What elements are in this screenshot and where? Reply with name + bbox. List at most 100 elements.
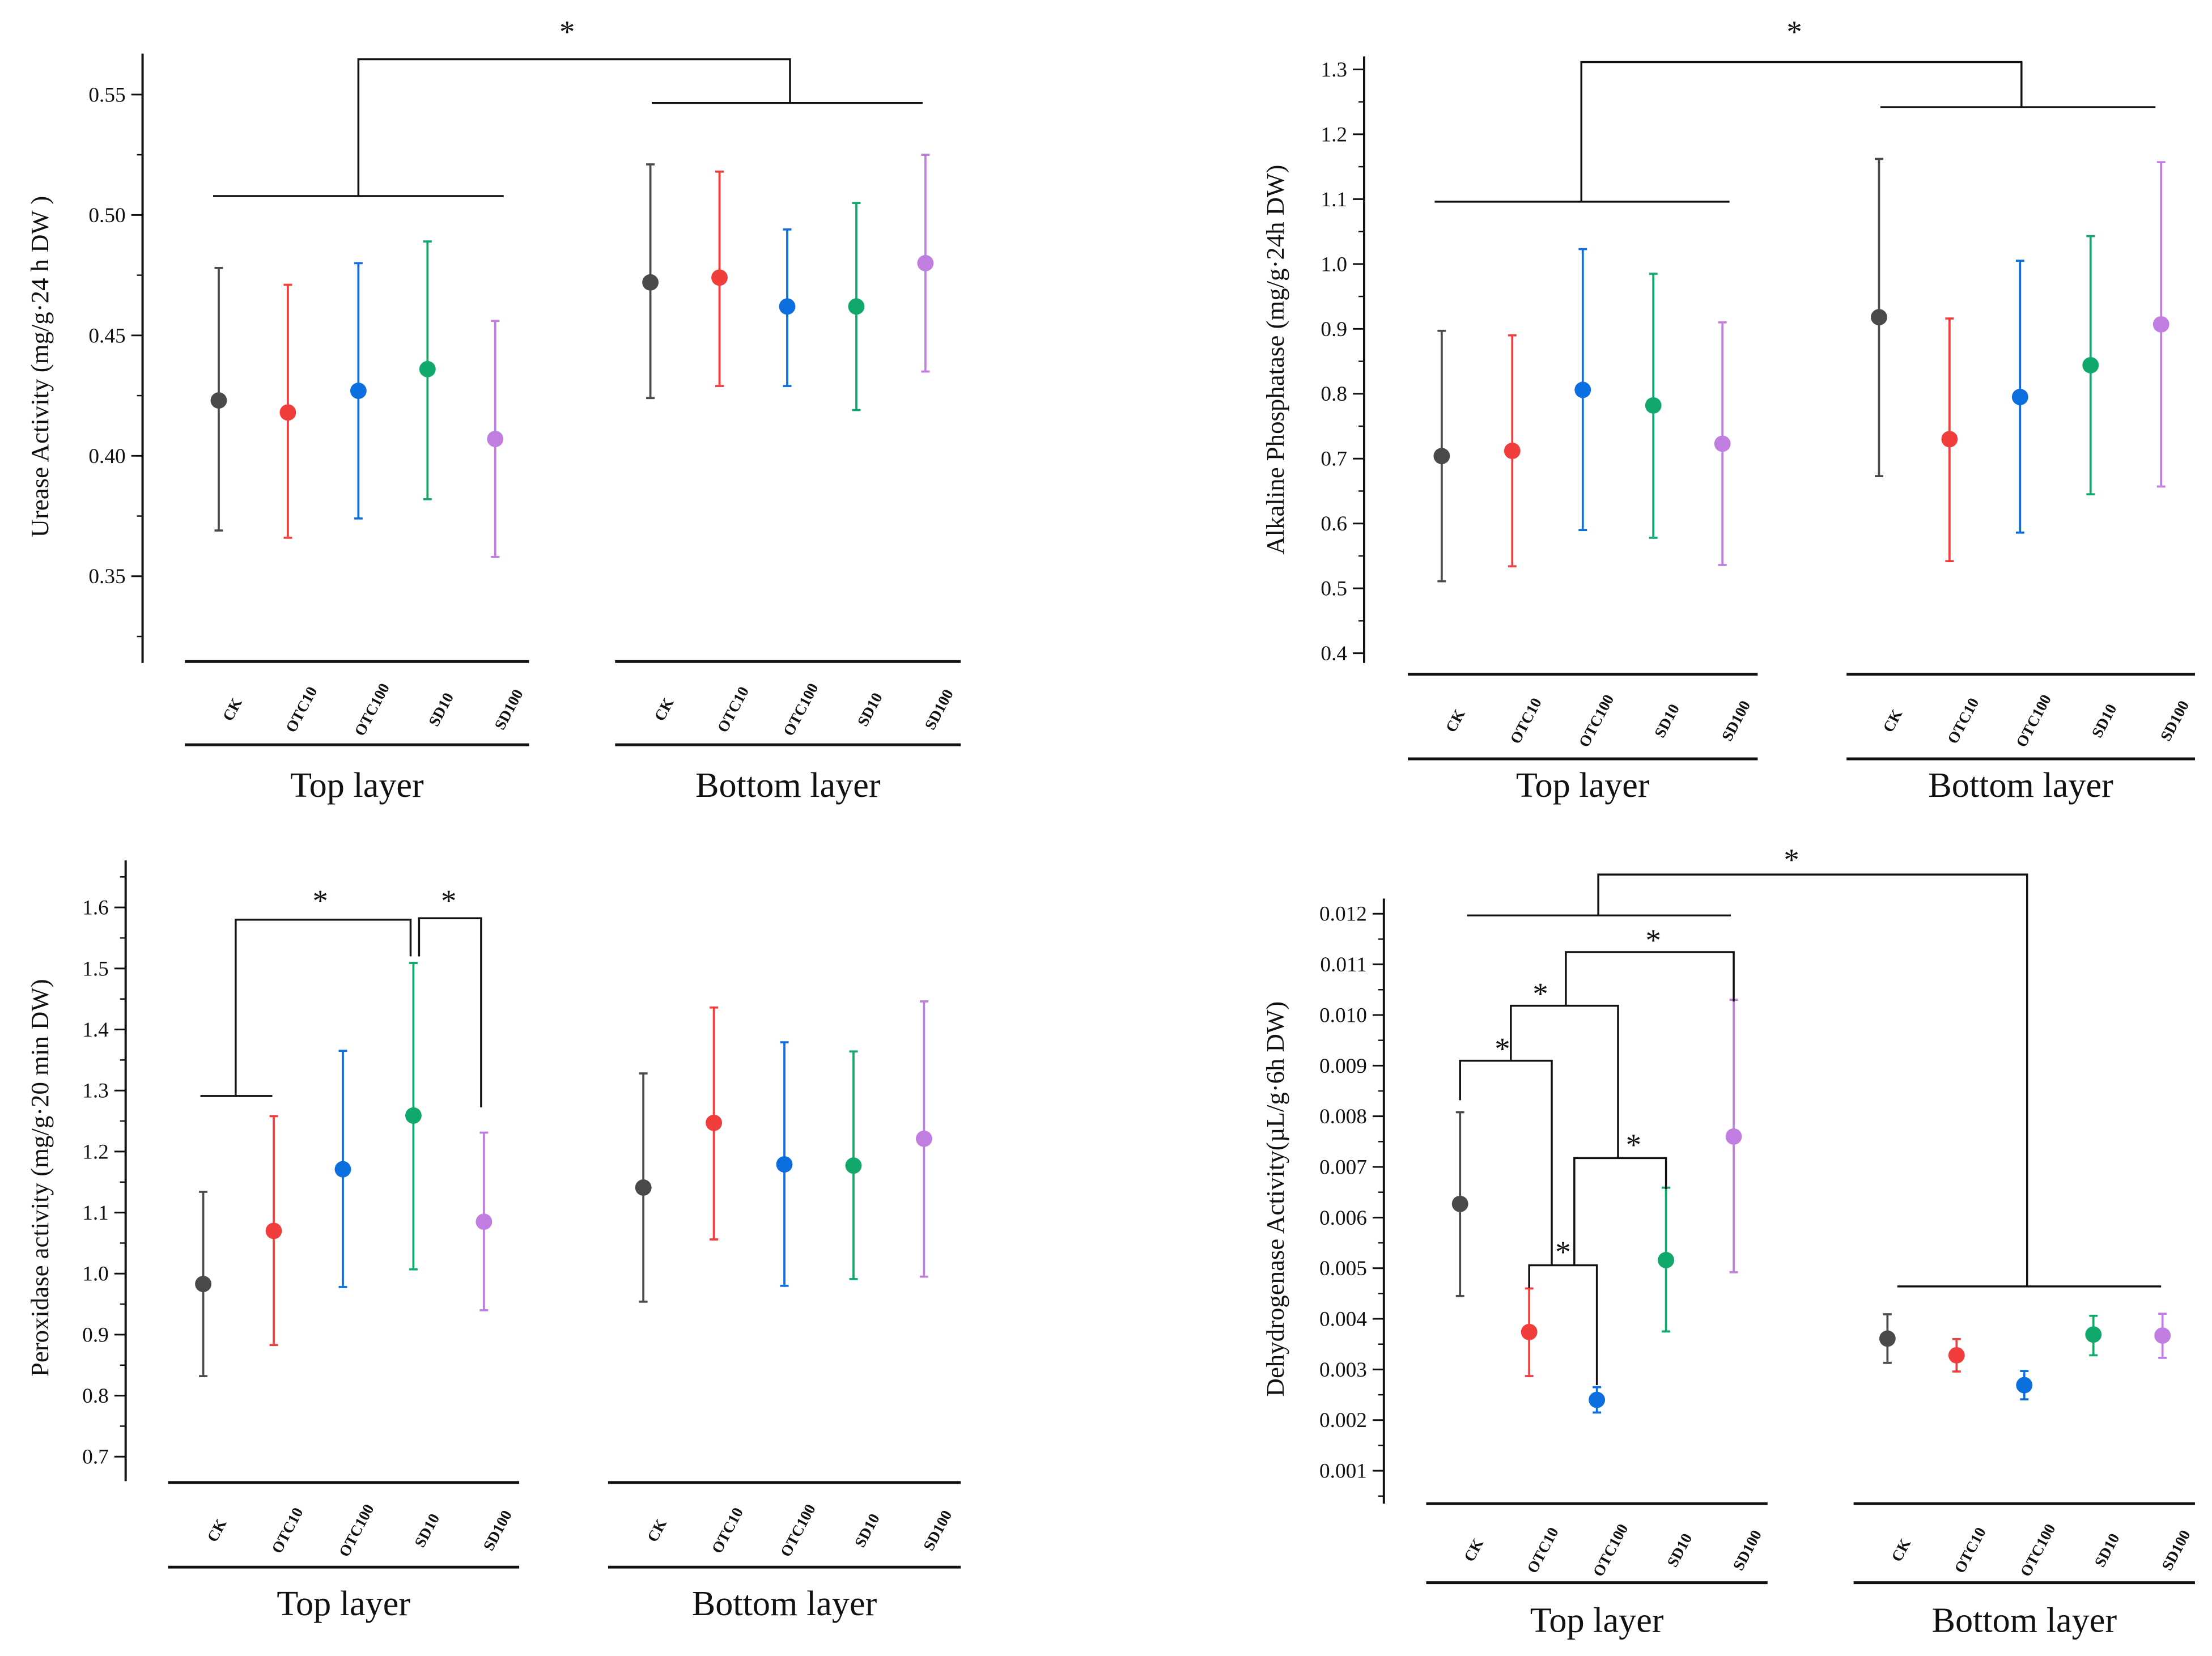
x-tick-label-otc10: OTC10 — [1951, 1525, 1989, 1576]
y-tick-label: 0.010 — [1319, 1004, 1367, 1027]
x-tick-label-ck: CK — [219, 695, 245, 724]
significance-bracket — [235, 919, 412, 1096]
x-tick-label-ck: CK — [1888, 1536, 1914, 1565]
group-label: Top layer — [290, 766, 424, 805]
mean-point-ck — [1451, 1195, 1468, 1212]
chart-panel-4: 0.001 0.002 0.003 0.004 0.005 0.006 0.007 0.008… — [1261, 843, 2195, 1640]
y-tick-label: 0.008 — [1319, 1105, 1367, 1128]
x-tick-label-sd10: SD10 — [411, 1511, 443, 1550]
x-tick-label-sd100: SD100 — [2159, 1527, 2194, 1573]
significance-star: * — [1786, 15, 1802, 49]
y-tick-label: 0.50 — [88, 204, 125, 227]
x-tick-label-ck: CK — [651, 695, 677, 724]
y-tick-label: 1.0 — [1321, 253, 1347, 276]
y-tick-label: 0.004 — [1319, 1308, 1367, 1331]
chart-panel-2: 0.4 0.5 0.6 0.7 0.8 0.9 1.0 1.1 1.2 1.3 Alkaline P… — [1261, 15, 2195, 805]
y-tick-label: 0.5 — [1321, 578, 1347, 601]
y-axis-label: Dehydrogenase Activity(µL/g·6h DW) — [1261, 1001, 1289, 1397]
y-tick-label: 0.40 — [88, 445, 125, 468]
significance-star: * — [1784, 843, 1799, 877]
significance-star: * — [1626, 1127, 1641, 1162]
significance-bracket — [1580, 61, 2023, 202]
mean-point-sd100 — [915, 1130, 932, 1147]
mean-point-sd100 — [2154, 1327, 2171, 1344]
significance-bracket — [1597, 873, 2028, 1286]
mean-point-sd100 — [487, 431, 504, 447]
mean-point-otc10 — [1941, 431, 1958, 448]
mean-point-sd100 — [1714, 435, 1731, 452]
y-tick-label: 1.4 — [82, 1018, 109, 1042]
y-tick-label: 0.007 — [1319, 1156, 1367, 1179]
significance-bracket — [1565, 951, 1735, 1006]
group-label: Top layer — [1530, 1602, 1664, 1640]
x-tick-label-otc100: OTC100 — [351, 681, 393, 739]
significance-bracket — [1510, 1004, 1619, 1158]
y-tick-label: 0.002 — [1319, 1409, 1367, 1432]
x-tick-label-otc100: OTC100 — [780, 681, 822, 739]
x-tick-label-otc100: OTC100 — [1576, 692, 1617, 750]
mean-point-otc10 — [706, 1114, 723, 1131]
mean-point-otc10 — [279, 404, 296, 421]
x-tick-label-sd10: SD10 — [425, 690, 457, 729]
mean-point-ck — [1870, 309, 1887, 326]
x-tick-label-sd100: SD100 — [922, 686, 957, 732]
mean-point-ck — [195, 1276, 212, 1292]
x-tick-label-otc10: OTC10 — [268, 1505, 306, 1556]
mean-point-otc100 — [2011, 389, 2028, 405]
y-tick-label: 0.005 — [1319, 1257, 1367, 1280]
mean-point-otc10 — [1948, 1347, 1965, 1364]
x-tick-label-otc100: OTC100 — [336, 1501, 377, 1560]
x-tick-label-otc10: OTC10 — [1944, 695, 1982, 747]
chart-panel-1: 0.35 0.40 0.45 0.50 0.55 Urease Activity (mg/… — [26, 15, 961, 805]
significance-star: * — [1555, 1235, 1570, 1269]
mean-point-ck — [1879, 1330, 1896, 1347]
mean-point-sd10 — [848, 298, 865, 315]
y-tick-label: 0.9 — [1321, 318, 1347, 341]
x-tick-label-otc10: OTC10 — [1524, 1525, 1562, 1576]
y-axis-label: Peroxidase activity (mg/g·20 min DW) — [26, 979, 54, 1377]
x-tick-label-sd100: SD100 — [2157, 698, 2192, 744]
x-tick-label-otc10: OTC10 — [282, 684, 320, 736]
mean-point-ck — [210, 392, 227, 409]
x-tick-label-sd10: SD10 — [2091, 1531, 2123, 1570]
x-tick-label-sd100: SD100 — [1730, 1527, 1765, 1573]
y-tick-label: 0.45 — [88, 324, 125, 347]
y-tick-label: 1.2 — [1321, 123, 1347, 146]
mean-point-otc100 — [350, 383, 367, 399]
y-axis-label: Urease Activity (mg/g·24 h DW ) — [26, 196, 54, 538]
y-tick-label: 0.8 — [82, 1385, 109, 1408]
mean-point-sd10 — [1645, 397, 1662, 414]
y-tick-label: 0.009 — [1319, 1055, 1367, 1078]
mean-point-otc100 — [2016, 1377, 2033, 1394]
mean-point-sd100 — [2152, 316, 2169, 333]
group-label: Bottom layer — [695, 766, 881, 805]
mean-point-otc10 — [1504, 443, 1521, 459]
significance-star: * — [1532, 976, 1548, 1011]
chart-panel-3: 0.7 0.8 0.9 1.0 1.1 1.2 1.3 1.4 1.5 1.6 Peroxidase… — [26, 860, 961, 1623]
x-tick-label-sd10: SD10 — [1664, 1531, 1696, 1570]
x-tick-label-ck: CK — [1460, 1536, 1487, 1565]
x-tick-label-sd100: SD100 — [920, 1508, 955, 1553]
x-tick-label-ck: CK — [204, 1516, 230, 1545]
mean-point-sd100 — [475, 1213, 493, 1230]
mean-point-ck — [642, 274, 659, 291]
mean-point-sd10 — [2082, 356, 2099, 373]
x-tick-label-otc100: OTC100 — [1590, 1521, 1632, 1579]
mean-point-otc100 — [1589, 1391, 1606, 1408]
y-tick-label: 1.1 — [82, 1201, 109, 1225]
mean-point-otc100 — [1574, 381, 1591, 398]
x-tick-label-ck: CK — [644, 1516, 670, 1545]
group-label: Bottom layer — [1931, 1602, 2117, 1640]
significance-bracket — [1528, 1264, 1598, 1386]
y-tick-label: 0.7 — [82, 1446, 109, 1469]
y-tick-label: 1.3 — [82, 1080, 109, 1103]
y-tick-label: 0.35 — [88, 565, 125, 588]
significance-bracket — [418, 917, 482, 1107]
mean-point-sd10 — [419, 360, 436, 377]
significance-star: * — [559, 15, 575, 49]
y-tick-label: 0.006 — [1319, 1207, 1367, 1230]
y-tick-label: 0.012 — [1319, 903, 1367, 926]
group-label: Bottom layer — [692, 1585, 877, 1623]
y-axis-label: Alkaline Phosphatase (mg/g·24h DW) — [1261, 165, 1289, 555]
